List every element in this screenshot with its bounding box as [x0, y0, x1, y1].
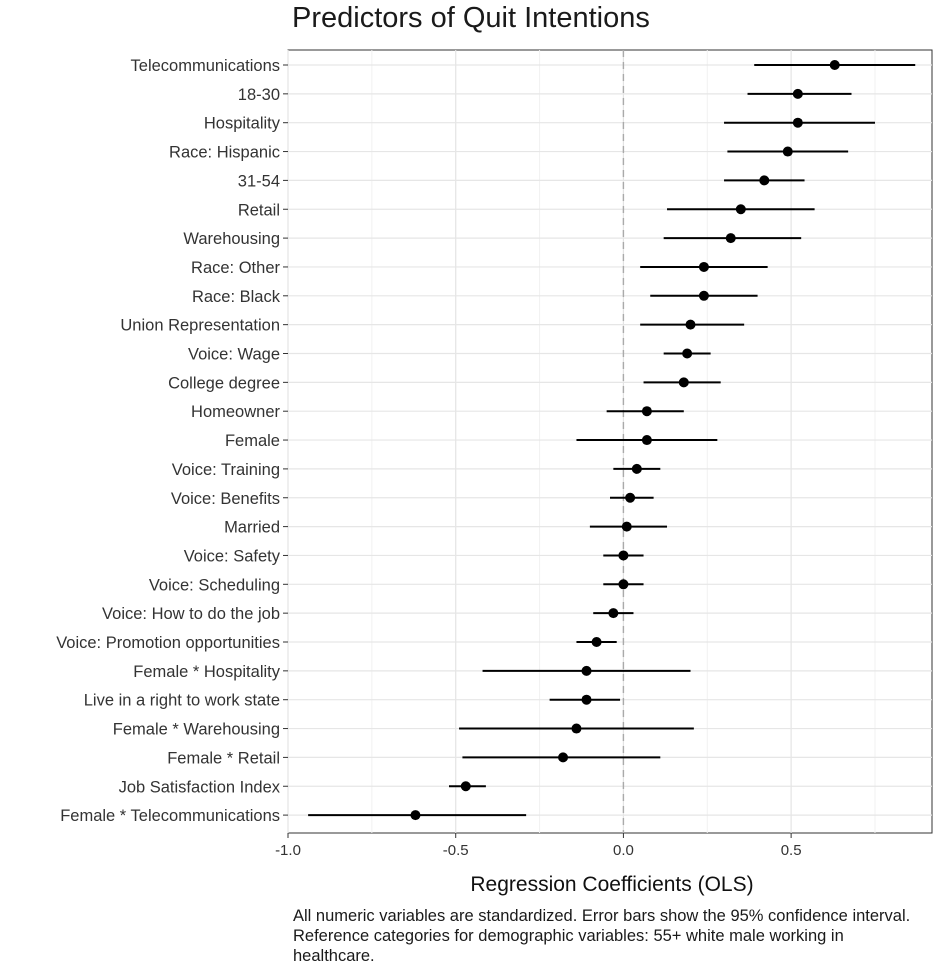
- coefficient-point: [759, 175, 770, 186]
- chart-note: All numeric variables are standardized. …: [293, 907, 911, 965]
- category-label: Race: Black: [192, 288, 281, 306]
- category-label: Warehousing: [183, 230, 280, 248]
- category-label: Voice: Wage: [188, 346, 280, 364]
- category-labels: Telecommunications 18-30 Hospitality Race: …: [56, 57, 288, 825]
- x-tick-label: -0.5: [443, 842, 469, 859]
- category-label: Voice: Benefits: [171, 490, 280, 508]
- coefficient-point: [625, 492, 636, 503]
- coefficient-point: [698, 290, 709, 301]
- coefficient-point: [641, 406, 652, 417]
- coefficient-point: [678, 377, 689, 388]
- category-label: Telecommunications: [131, 57, 280, 75]
- coefficient-plot: Telecommunications 18-30 Hospitality Race: …: [56, 49, 933, 896]
- category-label: Female * Telecommunications: [60, 807, 280, 825]
- coefficient-point: [608, 608, 619, 619]
- coefficient-point: [829, 60, 840, 70]
- x-tick-labels: -1.0 -0.5 0.0 0.5: [275, 833, 802, 859]
- coefficient-point: [641, 435, 652, 446]
- coefficient-point: [581, 665, 592, 676]
- coefficient-point: [621, 521, 632, 532]
- category-label: Job Satisfaction Index: [119, 778, 281, 796]
- x-axis-label: Regression Coefficients (OLS): [470, 873, 753, 896]
- coefficient-point: [782, 146, 793, 157]
- coefficient-point: [460, 781, 471, 792]
- coefficient-point: [725, 233, 736, 244]
- category-label: Race: Other: [191, 259, 280, 277]
- category-label: Voice: Safety: [184, 547, 281, 565]
- category-label: Hospitality: [204, 115, 281, 133]
- category-label: Voice: How to do the job: [102, 605, 280, 623]
- category-label: Female * Warehousing: [113, 721, 280, 739]
- coefficient-point: [558, 752, 569, 763]
- coefficient-point: [618, 579, 629, 590]
- coefficient-point: [410, 810, 421, 821]
- category-label: 31-54: [238, 172, 280, 190]
- coefficient-point: [685, 319, 696, 330]
- coefficient-point: [792, 88, 803, 99]
- category-label: Live in a right to work state: [84, 692, 280, 710]
- coefficient-point: [591, 637, 602, 647]
- category-label: Race: Hispanic: [169, 144, 280, 162]
- category-label: College degree: [168, 374, 280, 392]
- category-label: Female * Hospitality: [133, 663, 280, 681]
- coefficient-point: [698, 261, 709, 272]
- category-label: Voice: Training: [172, 461, 280, 479]
- category-label: Female * Retail: [167, 749, 280, 767]
- coefficient-point: [571, 723, 582, 734]
- category-label: Retail: [238, 201, 280, 219]
- chart-title: Predictors of Quit Intentions: [292, 2, 650, 34]
- point-layer: [410, 60, 840, 821]
- coefficient-point: [581, 694, 592, 705]
- coefficient-point: [631, 463, 642, 474]
- coefficient-point: [792, 117, 803, 128]
- category-label: Union Representation: [120, 317, 280, 335]
- coefficient-point: [682, 348, 693, 359]
- plot-panel: [287, 49, 933, 834]
- category-label: Voice: Promotion opportunities: [56, 634, 280, 652]
- coefficient-point: [618, 550, 629, 561]
- category-label: Married: [224, 519, 280, 537]
- category-label: 18-30: [238, 86, 280, 104]
- category-label: Homeowner: [191, 403, 280, 421]
- x-tick-label: 0.0: [613, 842, 634, 859]
- category-label: Voice: Scheduling: [149, 576, 280, 594]
- category-label: Female: [225, 432, 280, 450]
- coefficient-point: [735, 204, 746, 215]
- x-tick-label: 0.5: [781, 842, 802, 859]
- x-tick-label: -1.0: [275, 842, 301, 859]
